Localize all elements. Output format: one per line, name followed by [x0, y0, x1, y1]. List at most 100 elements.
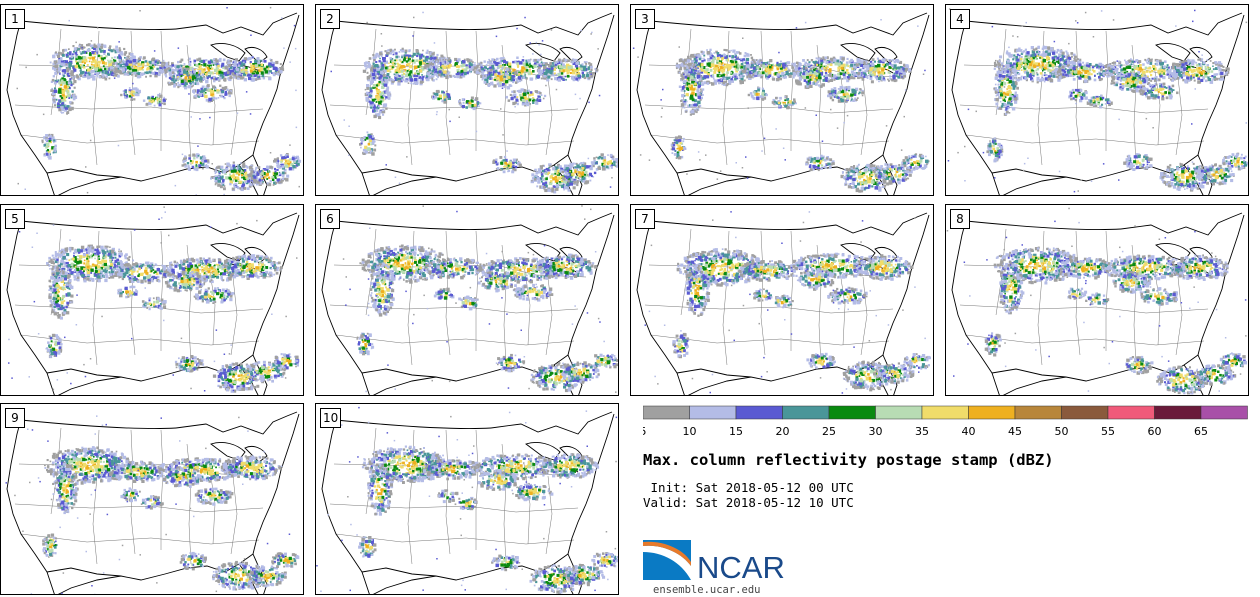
reflectivity-map: [636, 211, 931, 395]
state-boundary: [160, 230, 164, 351]
state-boundary: [407, 230, 415, 366]
state-boundary: [20, 334, 260, 346]
reflectivity-field: [16, 6, 302, 195]
coastline-border: [6, 212, 55, 395]
legend-swatch: [782, 405, 830, 420]
legend-tick-label: 45: [1008, 425, 1022, 438]
state-boundary: [475, 30, 479, 151]
chart-title: Max. column reflectivity postage stamp (…: [643, 451, 1054, 469]
state-boundary: [475, 429, 479, 550]
coastline-border: [525, 242, 561, 262]
coastline-border: [175, 12, 298, 36]
state-boundary: [816, 244, 822, 366]
state-boundary: [965, 334, 1205, 346]
reflectivity-map: [321, 205, 618, 395]
coastline-border: [650, 20, 807, 30]
state-boundary: [860, 276, 868, 356]
coastline-border: [490, 212, 613, 236]
coastline-border: [991, 368, 1067, 378]
state-boundary: [1175, 76, 1183, 156]
legend-tick-label: 35: [915, 425, 929, 438]
coastline-border: [244, 46, 268, 64]
coastline-border: [805, 212, 928, 236]
legend-swatch: [1200, 405, 1248, 420]
panel-number: 2: [320, 9, 340, 29]
state-boundary: [1175, 276, 1183, 356]
state-boundary: [445, 429, 451, 555]
legend-swatch: [968, 405, 1016, 420]
reflectivity-field: [632, 19, 930, 193]
member-panel-3: 3: [630, 4, 934, 196]
reflectivity-map: [6, 206, 300, 395]
coastline-border: [57, 553, 254, 594]
coastline-border: [676, 368, 752, 378]
legend-tick-label: 5: [643, 425, 647, 438]
member-panel-10: 10: [315, 403, 619, 595]
state-boundary: [545, 76, 553, 156]
coastline-border: [46, 567, 122, 577]
coastline-border: [874, 46, 898, 64]
init-time: Init: Sat 2018-05-12 00 UTC: [643, 480, 854, 495]
panel-number: 4: [950, 9, 970, 29]
coastline-border: [361, 567, 437, 577]
coastline-border: [965, 220, 1122, 230]
coastline-border: [321, 411, 370, 594]
state-boundary: [860, 76, 868, 156]
coastline-border: [57, 354, 254, 395]
legend-swatch: [1014, 405, 1062, 420]
member-panel-7: 7: [630, 204, 934, 396]
valid-time: Valid: Sat 2018-05-12 10 UTC: [643, 495, 854, 510]
panel-number: 7: [635, 209, 655, 229]
coastline-border: [210, 242, 246, 262]
state-boundary: [335, 334, 575, 346]
legend-swatch: [1107, 405, 1155, 420]
reflectivity-field: [946, 207, 1247, 395]
state-boundary: [186, 443, 192, 565]
member-panel-5: 5: [0, 204, 304, 396]
panel-number: 10: [320, 408, 342, 428]
legend-tick-label: 15: [729, 425, 743, 438]
coastline-border: [840, 42, 876, 62]
panel-number: 8: [950, 209, 970, 229]
state-boundary: [230, 475, 238, 555]
reflectivity-field: [316, 406, 618, 594]
coastline-border: [372, 553, 569, 594]
state-boundary: [475, 230, 479, 351]
coastline-border: [20, 419, 177, 429]
coastline-border: [335, 220, 492, 230]
legend-swatch: [1154, 405, 1202, 420]
coastline-border: [1155, 242, 1191, 262]
reflectivity-map: [632, 12, 930, 195]
coastline-border: [951, 212, 1000, 395]
panel-number: 6: [320, 209, 340, 229]
state-boundary: [965, 134, 1205, 146]
coastline-border: [676, 168, 752, 178]
coastline-border: [244, 445, 268, 463]
legend-swatch: [642, 405, 690, 420]
legend-swatch: [1061, 405, 1109, 420]
coastline-border: [951, 12, 1000, 195]
state-boundary: [790, 30, 794, 151]
state-boundary: [1131, 44, 1137, 166]
member-panel-4: 4: [945, 4, 1249, 196]
coastline-border: [567, 14, 615, 195]
state-boundary: [1105, 230, 1109, 351]
legend-swatch: [875, 405, 923, 420]
panel-number: 3: [635, 9, 655, 29]
legend-swatch: [921, 405, 969, 420]
member-panel-9: 9: [0, 403, 304, 595]
coastline-border: [335, 20, 492, 30]
state-boundary: [230, 276, 238, 356]
coastline-border: [882, 214, 930, 395]
panel-number: 9: [5, 408, 25, 428]
coastline-border: [321, 12, 370, 195]
member-panel-6: 6: [315, 204, 619, 396]
reflectivity-map: [6, 6, 302, 195]
legend-swatch: [689, 405, 737, 420]
coastline-border: [372, 154, 569, 195]
coastline-border: [868, 164, 889, 195]
coastline-border: [490, 12, 613, 36]
coastline-border: [6, 12, 55, 195]
legend-tick-label: 50: [1055, 425, 1069, 438]
state-boundary: [501, 244, 507, 366]
